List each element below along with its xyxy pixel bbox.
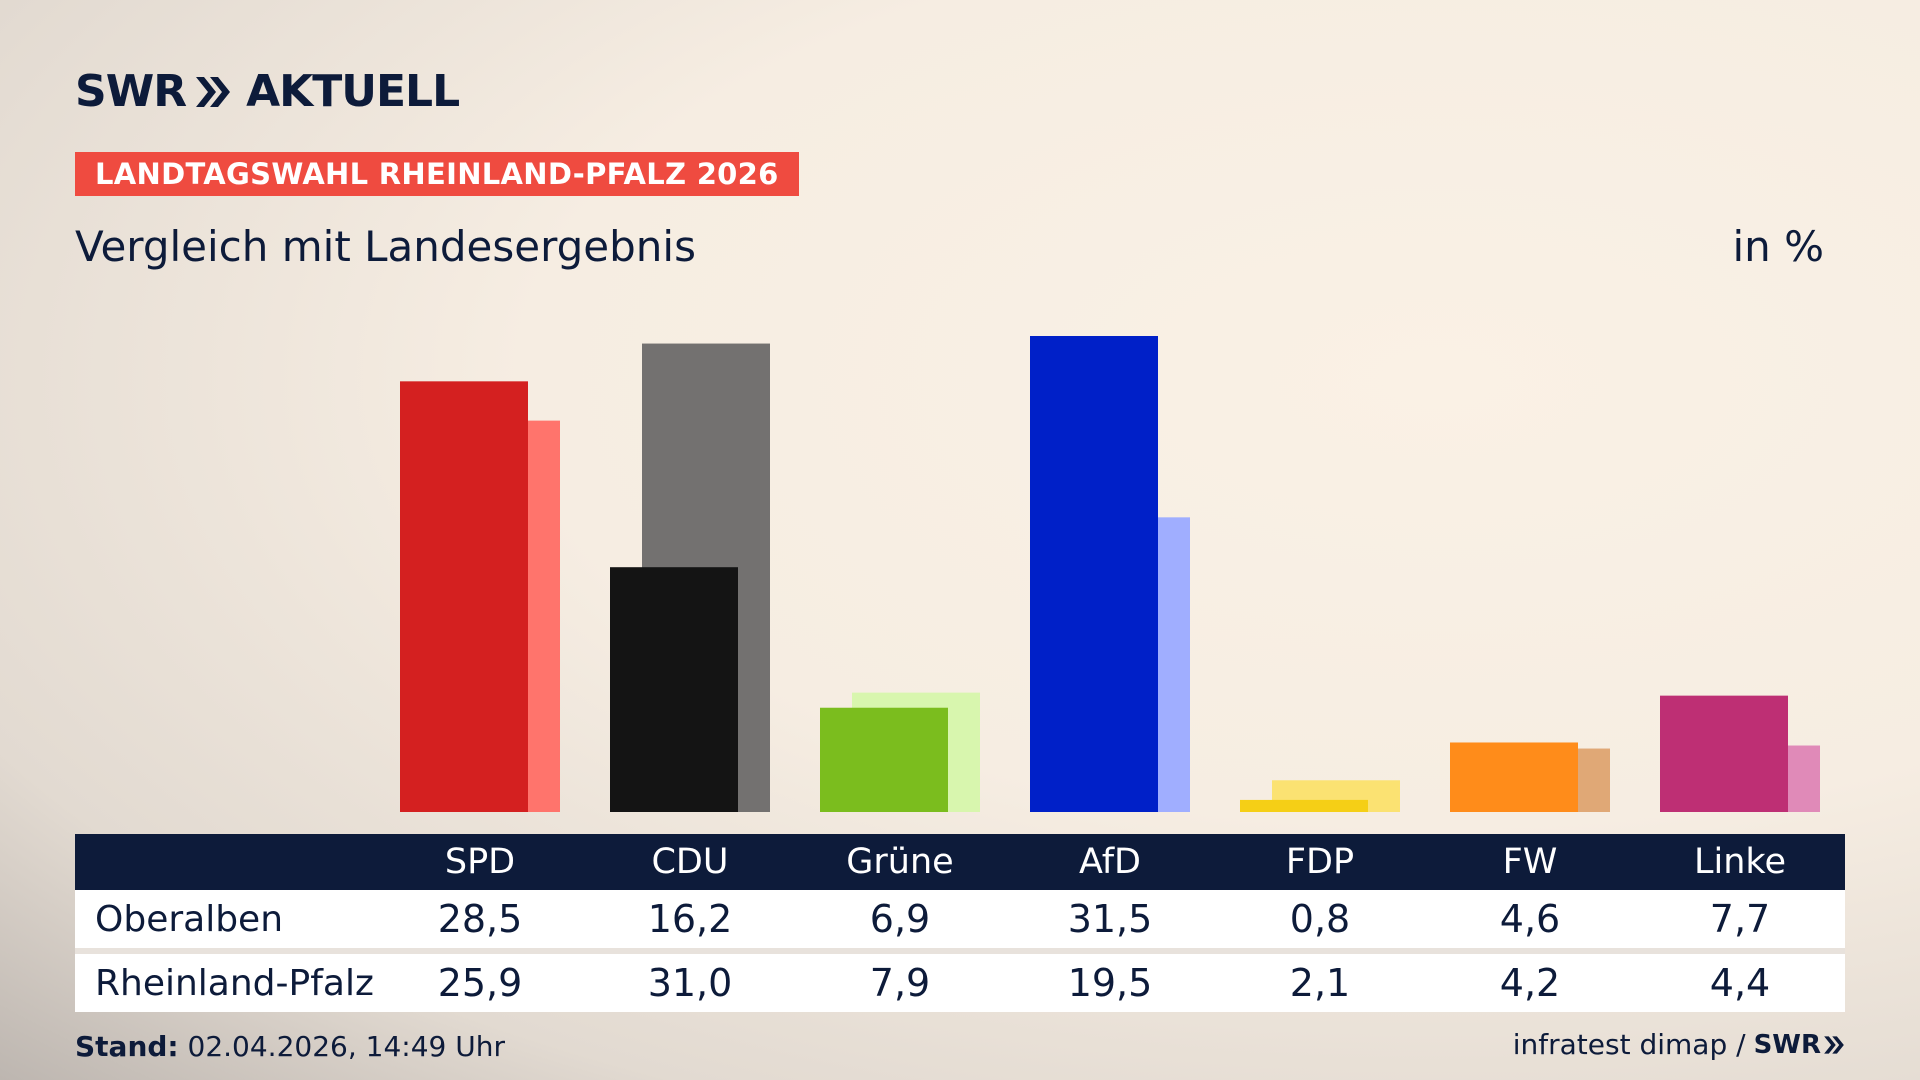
bar-chart: [400, 336, 1820, 812]
swr-mini-logo: SWR: [1754, 1030, 1845, 1060]
bar-local-afd: [1030, 336, 1158, 812]
party-header: Linke: [1694, 842, 1786, 882]
logo-swr-text: SWR: [75, 66, 187, 117]
results-table: SPD CDU Grüne AfD FDP FW Linke Oberalben 28,5 1…: [75, 834, 1845, 1012]
party-header: FDP: [1285, 842, 1355, 882]
stand-value: 02.04.2026, 14:49 Uhr: [178, 1030, 505, 1063]
table-cell: 31,5: [1067, 897, 1153, 941]
logo-aktuell-text: AKTUELL: [246, 66, 460, 117]
table-cell: 0,8: [1289, 897, 1351, 941]
table-row-state: Rheinland-Pfalz 25,9 31,0 7,9 19,5 2,1 4,2 4,4: [75, 954, 1845, 1012]
double-chevron-icon: [1824, 1035, 1844, 1054]
bar-local-fw: [1450, 742, 1578, 812]
party-header: FW: [1502, 842, 1558, 882]
party-header: Grüne: [846, 842, 954, 882]
row-label: Rheinland-Pfalz: [95, 962, 374, 1004]
chart-subtitle: Vergleich mit Landesergebnis: [75, 222, 696, 271]
bar-local-grne: [820, 707, 948, 812]
table-cell: 7,9: [869, 961, 931, 1005]
double-chevron-icon: [194, 75, 232, 109]
swr-aktuell-logo: SWR AKTUELL: [75, 66, 460, 117]
table-cell: 31,0: [647, 961, 733, 1005]
table-cell: 6,9: [869, 897, 931, 941]
row-label: Oberalben: [95, 898, 284, 940]
unit-label: in %: [1732, 222, 1824, 271]
table-row-local: Oberalben 28,5 16,2 6,9 31,5 0,8 4,6 7,7: [75, 890, 1845, 954]
table-cell: 19,5: [1067, 961, 1153, 1005]
table-cell: 16,2: [647, 897, 733, 941]
bar-local-spd: [400, 381, 528, 812]
party-header: CDU: [651, 842, 729, 882]
party-header: AfD: [1079, 842, 1141, 882]
bar-local-cdu: [610, 567, 738, 812]
timestamp: Stand: 02.04.2026, 14:49 Uhr: [75, 1030, 505, 1063]
swr-mini-text: SWR: [1753, 1029, 1821, 1060]
source-text: infratest dimap /: [1512, 1028, 1746, 1061]
source-credit: infratest dimap / SWR: [1513, 1028, 1845, 1061]
table-cell: 2,1: [1289, 961, 1351, 1005]
election-badge: LANDTAGSWAHL RHEINLAND-PFALZ 2026: [75, 152, 799, 196]
stand-label: Stand:: [75, 1030, 179, 1063]
table-cell: 4,6: [1499, 897, 1561, 941]
table-cell: 7,7: [1709, 897, 1771, 941]
bar-local-linke: [1660, 695, 1788, 812]
party-header: SPD: [444, 842, 516, 882]
table-cell: 25,9: [437, 961, 523, 1005]
table-header-row: SPD CDU Grüne AfD FDP FW Linke: [75, 834, 1845, 890]
table-cell: 4,4: [1709, 961, 1771, 1005]
table-cell: 4,2: [1499, 961, 1561, 1005]
table-cell: 28,5: [437, 897, 523, 941]
bar-local-fdp: [1240, 799, 1368, 812]
